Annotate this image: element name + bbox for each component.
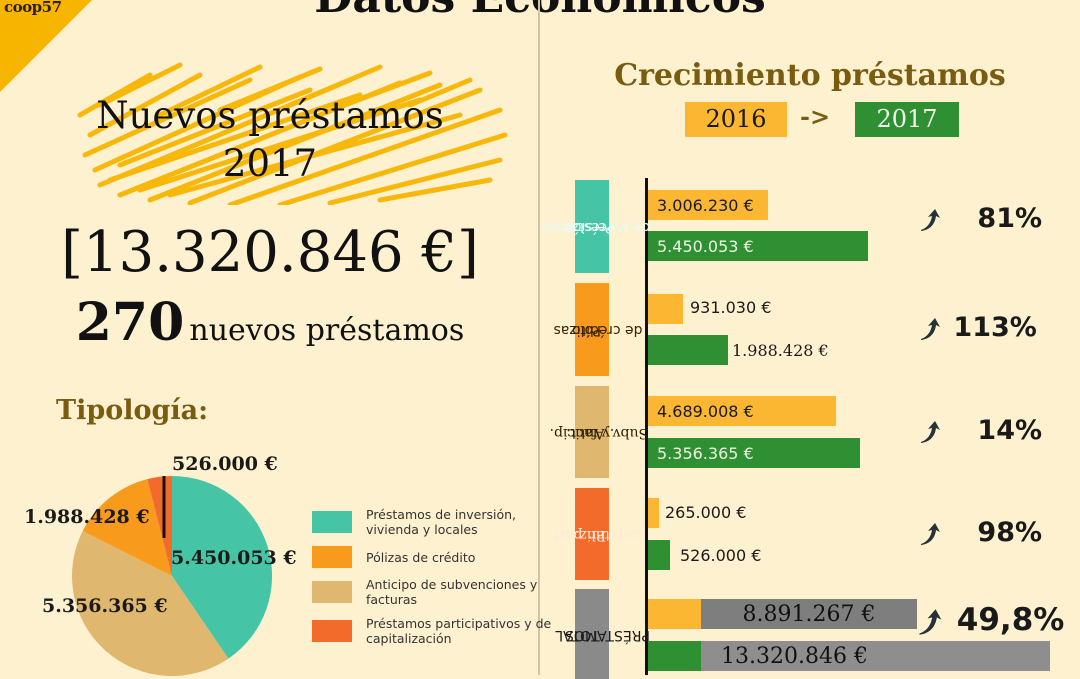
legend-item-participativos: Préstamos participativos y de capitaliza… <box>312 616 556 646</box>
pie-label-anticipo: 5.356.365 € <box>42 595 168 617</box>
new-loans-count-label: nuevos préstamos <box>189 313 465 348</box>
bar-value-label: 3.006.230 € <box>657 195 754 215</box>
bar-value-label-participativos-2016: 265.000 € <box>665 503 747 522</box>
legend-label: Préstamos participativos y de capitaliza… <box>366 616 552 646</box>
category-label-inversion: Préstamos de inversión <box>540 180 650 273</box>
category-label-anticipo: Anticip. Subv.y fact. <box>550 386 648 478</box>
pie-leader-line <box>162 476 166 538</box>
pie-legend: Préstamos de inversión, vivienda y local… <box>312 507 556 655</box>
growth-polizas: 113% <box>918 312 1037 343</box>
growth-inversion: 81% <box>918 203 1042 234</box>
bar-polizas-2017 <box>648 335 728 365</box>
category-label-line: capitaliz. <box>574 526 640 543</box>
category-label-total: TOTAL PRÉSTAMOS <box>555 589 649 679</box>
bar-value-label: 13.320.846 € <box>721 643 868 669</box>
bar-value-label-participativos-2017: 526.000 € <box>680 546 762 565</box>
new-loans-headline-year: 2017 <box>222 142 318 185</box>
growth-up-arrow-icon <box>918 207 944 233</box>
bar-chart-axis <box>645 178 648 675</box>
bar-participativos-2017 <box>648 540 670 570</box>
pie-label-participativos: 526.000 € <box>172 453 278 475</box>
bar-value-label-polizas-2016: 931.030 € <box>690 298 772 317</box>
bar-total-2016-color-key <box>648 599 701 629</box>
bar-value-label: 4.689.008 € <box>657 401 754 421</box>
bar-value-label-polizas-2017: 1.988.428 € <box>732 341 829 360</box>
page-title: Datos Económicos <box>0 0 1080 23</box>
year-arrow: -> <box>800 102 831 131</box>
growth-participativos: 98% <box>918 517 1042 548</box>
legend-swatch <box>312 546 352 568</box>
typology-title: Tipología: <box>56 395 209 426</box>
category-label-line: de crédito <box>571 322 643 338</box>
growth-up-arrow-icon <box>916 607 946 637</box>
category-label-participativos: Pr. part. capitaliz. <box>548 488 639 580</box>
legend-item-anticipo: Anticipo de subvenciones y facturas <box>312 577 556 607</box>
growth-up-arrow-icon <box>918 419 944 445</box>
new-loans-count: 270 nuevos préstamos <box>0 292 540 353</box>
logo-corner-banner <box>0 0 92 92</box>
pie-slice-polizas <box>82 479 172 576</box>
bar-inversion-2017: 5.450.053 € <box>648 231 868 261</box>
column-divider <box>538 0 540 675</box>
category-label-line: de inversión <box>564 219 650 235</box>
legend-label: Anticipo de subvenciones y facturas <box>366 577 538 607</box>
category-label-line: PRÉSTAMOS <box>564 626 650 643</box>
legend-label: Préstamos de inversión, vivienda y local… <box>366 507 517 537</box>
bar-total-2017: 13.320.846 € <box>701 641 1050 671</box>
pie-label-polizas: 1.988.428 € <box>24 506 150 528</box>
legend-swatch <box>312 511 352 533</box>
bar-polizas-2016 <box>648 294 683 324</box>
new-loans-headline-line1: Nuevos préstamos <box>96 94 444 137</box>
scribble-highlight-decoration <box>77 62 508 205</box>
pie-label-inversion: 5.450.053 € <box>171 547 297 569</box>
growth-up-arrow-icon <box>918 521 944 547</box>
bar-value-label: 5.450.053 € <box>657 236 754 256</box>
category-label-polizas: Pólizas de crédito <box>553 283 642 376</box>
category-label-line: Subv.y fact. <box>565 424 649 441</box>
new-loans-headline: Nuevos préstamos 2017 <box>0 92 540 188</box>
pie-slice-participativos <box>147 476 172 576</box>
year-2017-badge: 2017 <box>855 102 959 137</box>
bar-inversion-2016: 3.006.230 € <box>648 190 768 220</box>
bar-participativos-2016 <box>648 498 659 528</box>
bar-total-2016: 8.891.267 € <box>701 599 917 629</box>
legend-item-inversion: Préstamos de inversión, vivienda y local… <box>312 507 556 537</box>
bar-total-2017-color-key <box>648 641 701 671</box>
growth-value: 14% <box>977 415 1043 446</box>
growth-value: 81% <box>977 203 1043 234</box>
bar-value-label: 8.891.267 € <box>742 601 876 627</box>
logo: coop57 <box>4 0 62 16</box>
growth-title: Crecimiento préstamos <box>614 58 1006 93</box>
legend-item-polizas: Pólizas de crédito <box>312 546 556 568</box>
bar-anticipo-2016: 4.689.008 € <box>648 396 836 426</box>
bar-anticipo-2017: 5.356.365 € <box>648 438 860 468</box>
growth-anticipo: 14% <box>918 415 1042 446</box>
new-loans-count-number: 270 <box>75 292 185 353</box>
legend-label: Pólizas de crédito <box>366 549 476 565</box>
pie-slice-anticipo <box>72 531 229 676</box>
growth-value: 98% <box>977 517 1043 548</box>
bar-value-label: 5.356.365 € <box>657 443 754 463</box>
growth-total: 49,8% <box>916 602 1064 638</box>
year-2016-badge: 2016 <box>685 102 787 137</box>
growth-up-arrow-icon <box>918 316 944 342</box>
legend-swatch <box>312 581 352 603</box>
legend-swatch <box>312 620 352 642</box>
pie-slice-inversion <box>172 476 272 659</box>
growth-value: 49,8% <box>956 602 1065 638</box>
growth-value: 113% <box>953 312 1037 343</box>
total-new-loans-amount: [13.320.846 €] <box>61 220 479 285</box>
typology-pie-chart <box>72 476 272 676</box>
